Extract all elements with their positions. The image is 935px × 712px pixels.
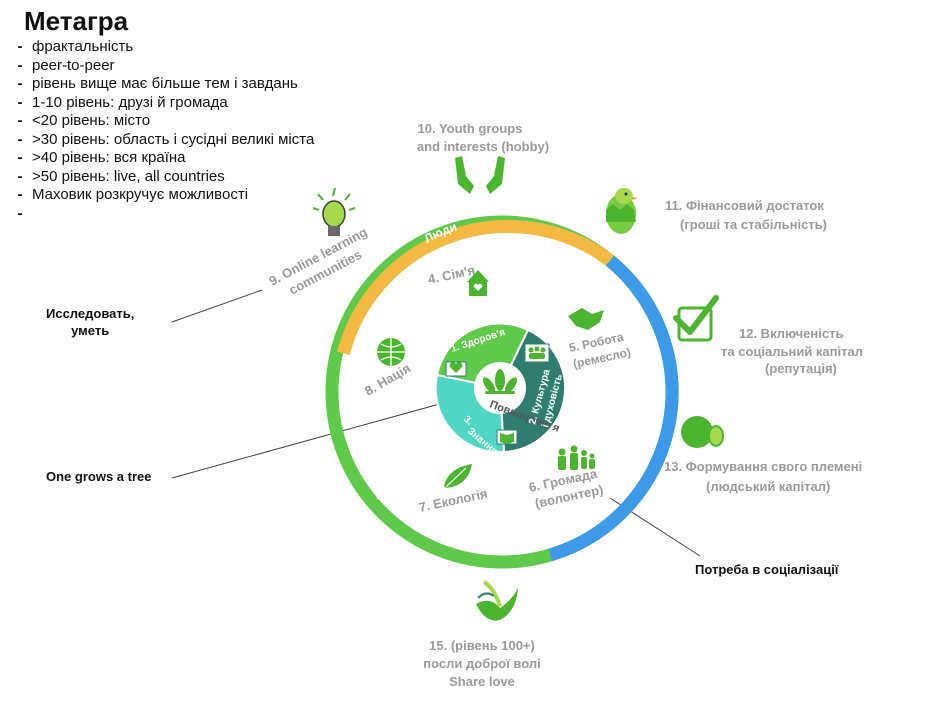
label-youth: and interests (hobby): [417, 139, 549, 154]
bullet-list: - фрактальність - peer-to-peer - рівень вищ…: [8, 38, 315, 223]
label-inclusion: (репутація): [765, 361, 837, 376]
list-item-text: >50 рівень: live, all countries: [32, 167, 225, 185]
list-item-text: <20 рівень: місто: [32, 112, 151, 129]
hands-icon: [455, 156, 505, 194]
ring-people: [337, 219, 615, 355]
label-goodwill: 15. (рівень 100+): [429, 638, 535, 653]
list-item-text: рівень вище має більше тем і завдань: [32, 75, 298, 92]
list-item-text: peer-to-peer: [32, 56, 115, 74]
ring-label-city: Місто: [644, 390, 664, 425]
house-icon: [467, 270, 489, 296]
label-inclusion: та соціальний капітал: [721, 344, 863, 359]
lotus-icon: [482, 369, 518, 394]
list-item-text: >30 рівень: область і сусідні великі міс…: [32, 130, 315, 148]
note-tree: One grows a tree: [46, 469, 152, 484]
people-icon: [524, 343, 550, 363]
note-research: Исследовать, уметь: [46, 305, 134, 339]
globe-icon: [377, 338, 405, 366]
label-tribe: (людський капітал): [706, 479, 830, 494]
label-inclusion: 12. Включеність: [739, 326, 843, 341]
list-item: - >40 рівень: вся країна: [17, 149, 186, 166]
family-icon: [558, 445, 595, 470]
ring-city: [548, 255, 679, 562]
list-item: - >30 рівень: область і сусідні великі мі…: [17, 130, 315, 148]
note-research-line: уметь: [71, 323, 110, 338]
page-title: Метагра: [24, 6, 129, 36]
label-tribe: 13. Формування свого племені: [664, 459, 862, 474]
heart-icon: [445, 361, 467, 377]
note-research-line: Исследовать,: [46, 306, 135, 321]
list-item: - Маховик розкручує можливості: [17, 186, 249, 203]
list-item-text: >40 рівень: вся країна: [32, 149, 186, 166]
note-socialization: Потреба в соціалізації: [695, 562, 839, 577]
leaf-icon: [444, 464, 472, 488]
connector-line: [171, 289, 263, 323]
label-youth: 10. Youth groups: [418, 121, 523, 136]
list-item-text: фрактальність: [32, 38, 134, 55]
list-item: -1-10 рівень: друзі й громада: [17, 93, 228, 111]
label-finance: 11. Фінансовий достаток: [665, 198, 824, 213]
book-icon: [496, 429, 518, 445]
dove-icon: [476, 580, 518, 621]
list-item: - <20 рівень: місто: [17, 112, 151, 129]
list-item-text: Маховик розкручує можливості: [32, 186, 249, 203]
label-family: 4. Сім'я: [427, 262, 477, 287]
label-goodwill: Share love: [449, 674, 515, 689]
label-goodwill: посли доброї волі: [423, 656, 540, 671]
list-item-text: 1-10 рівень: друзі й громада: [32, 93, 228, 111]
list-item: - >50 рівень: live, all countries: [17, 167, 225, 185]
label-finance: (гроші та стабільність): [680, 217, 827, 232]
label-nation: 8. Нація: [362, 360, 413, 398]
lightbulb-icon: [312, 187, 356, 236]
handshake-icon: [568, 308, 604, 330]
list-item: - peer-to-peer: [17, 56, 115, 74]
checkmark-icon: [673, 295, 719, 342]
label-ecology: 7. Екологія: [418, 486, 489, 515]
connector-line: [171, 394, 473, 479]
list-item: - рівень вище має більше тем і завдань: [17, 75, 298, 92]
list-item: - фрактальність: [17, 38, 134, 55]
chick-icon: [606, 188, 638, 234]
core-disc: Повноцінне я 1. Здоров'я 2. Культура і д…: [434, 322, 567, 457]
head-icon: [681, 416, 724, 448]
list-item: -: [17, 204, 23, 222]
